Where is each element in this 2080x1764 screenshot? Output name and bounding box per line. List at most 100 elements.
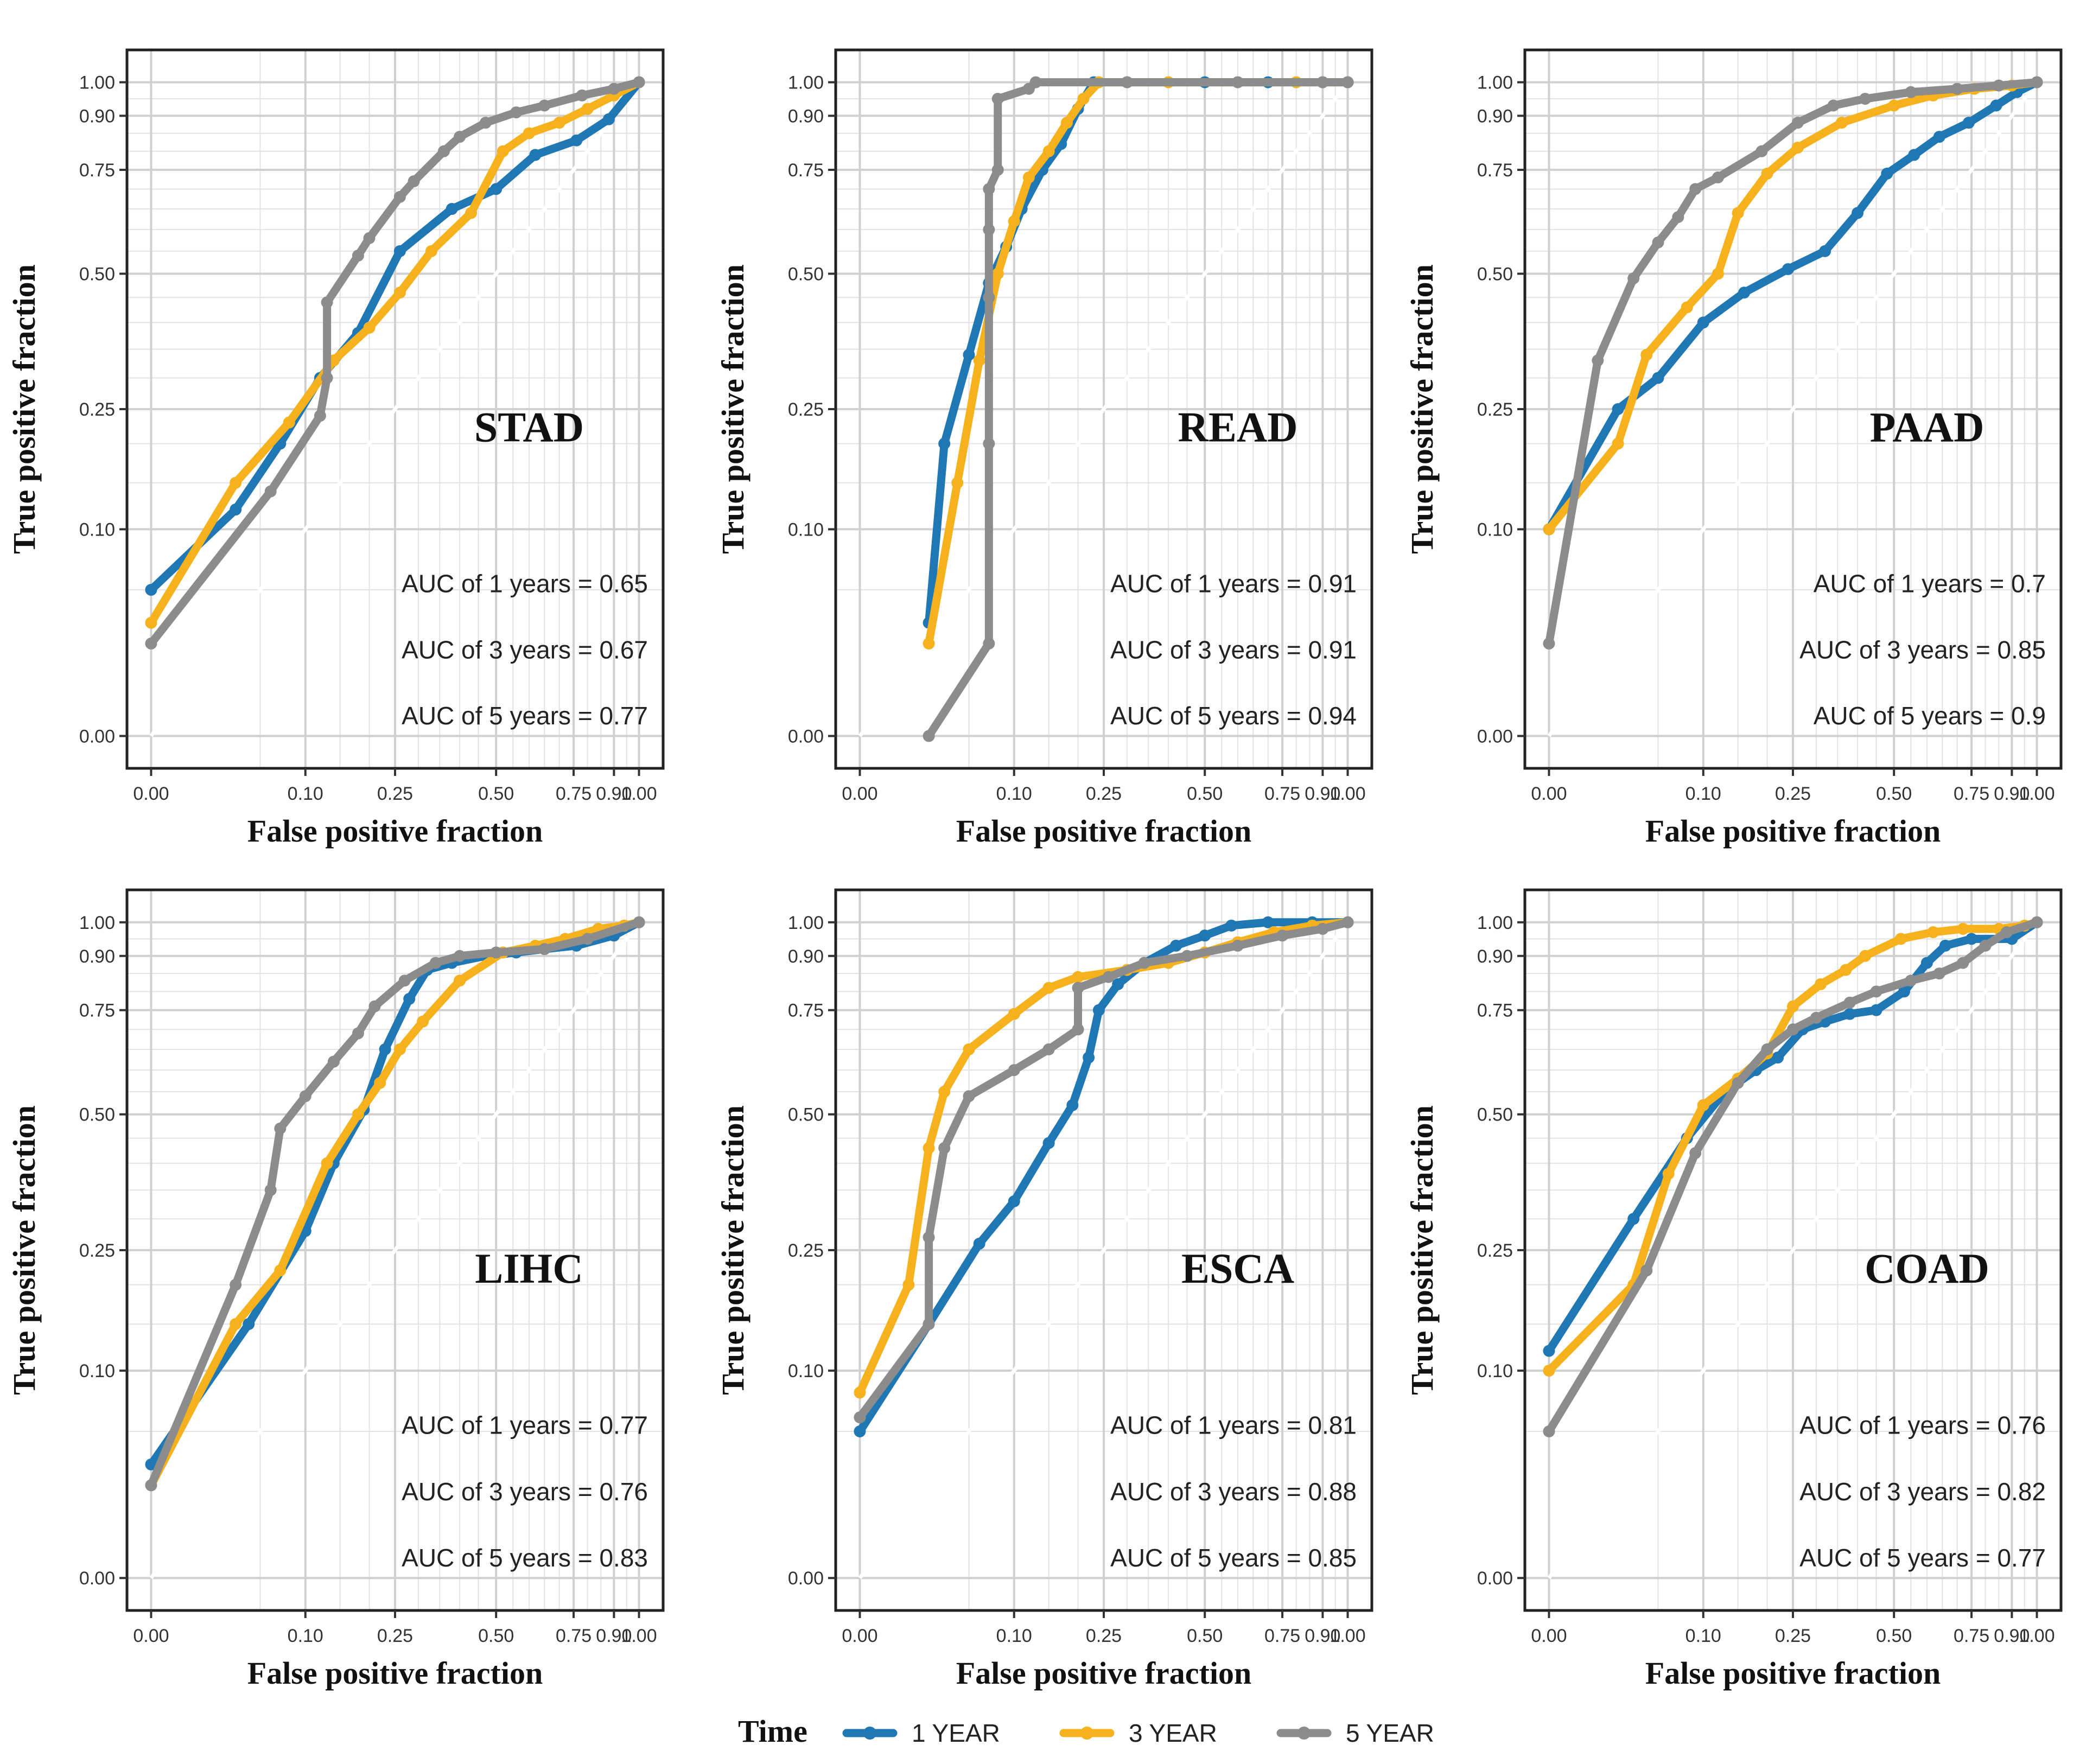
y-tick-label: 0.00: [79, 726, 115, 747]
x-tick-label: 1.00: [2019, 784, 2054, 804]
roc-point: [1083, 1052, 1095, 1064]
series-5-year: [1543, 76, 2043, 650]
roc-point: [938, 1086, 951, 1098]
roc-point: [1181, 950, 1193, 962]
roc-point: [274, 1122, 287, 1135]
roc-point: [1689, 183, 1702, 195]
roc-point: [1640, 1264, 1653, 1277]
y-tick-label: 0.90: [788, 106, 824, 126]
roc-point: [1066, 1099, 1079, 1111]
x-tick-label: 1.00: [621, 1626, 657, 1646]
roc-point: [1761, 1043, 1773, 1055]
x-tick-label: 1.00: [621, 784, 657, 804]
roc-point: [963, 1090, 975, 1103]
roc-point: [854, 1386, 866, 1399]
x-tick-label: 0.25: [1086, 1626, 1122, 1646]
roc-point: [321, 1157, 333, 1169]
roc-point: [264, 485, 277, 498]
y-tick-label: 0.75: [788, 1001, 824, 1021]
roc-point: [602, 113, 615, 125]
roc-point: [1787, 1023, 1799, 1036]
roc-point: [490, 183, 502, 195]
x-tick-label: 0.00: [1531, 784, 1567, 804]
roc-point: [1898, 985, 1910, 998]
roc-point: [230, 476, 242, 489]
auc-annotation: AUC of 1 years = 0.81: [1110, 1411, 1357, 1440]
roc-point: [2031, 916, 2043, 928]
roc-point: [1732, 1077, 1744, 1089]
roc-point: [529, 149, 542, 161]
auc-annotation: AUC of 1 years = 0.76: [1799, 1411, 2046, 1440]
roc-point: [1772, 1052, 1784, 1064]
roc-point: [314, 410, 326, 422]
roc-point: [1933, 967, 1945, 980]
x-tick-label: 0.10: [288, 784, 323, 804]
roc-point: [1652, 372, 1664, 384]
x-tick-label: 0.25: [1775, 784, 1811, 804]
roc-point: [1072, 1023, 1084, 1036]
roc-point: [145, 638, 157, 650]
auc-annotation: AUC of 5 years = 0.94: [1110, 702, 1357, 730]
series-5-year: [145, 916, 645, 1492]
roc-point: [1231, 76, 1244, 88]
roc-point: [576, 89, 588, 101]
x-tick-label: 1.00: [1330, 1626, 1365, 1646]
x-tick-label: 0.50: [1187, 784, 1223, 804]
roc-point: [1612, 403, 1624, 415]
roc-point: [1543, 1345, 1555, 1357]
y-tick-label: 0.10: [79, 1361, 115, 1381]
y-axis-title: True positive fraction: [715, 264, 750, 554]
legend-item-1-year: 1 YEAR: [842, 1719, 1000, 1747]
roc-point: [1888, 99, 1900, 112]
roc-point: [321, 372, 333, 384]
y-tick-label: 0.90: [79, 946, 115, 967]
roc-curve-line: [855, 918, 1352, 1436]
auc-annotation: AUC of 5 years = 0.9: [1814, 702, 2046, 730]
x-axis-title: False positive fraction: [1645, 813, 1941, 849]
roc-point: [1859, 950, 1872, 962]
x-tick-label: 0.90: [1305, 784, 1340, 804]
panel-title: COAD: [1865, 1245, 1989, 1292]
roc-point: [854, 1411, 866, 1424]
roc-point: [1170, 939, 1182, 952]
roc-point: [352, 1108, 364, 1120]
roc-point: [1072, 971, 1084, 983]
diagonal-reference-line: [149, 81, 641, 737]
roc-point: [1951, 82, 1963, 95]
y-tick-label: 0.25: [1477, 1240, 1513, 1261]
roc-point: [1738, 286, 1751, 299]
roc-point: [1905, 86, 1917, 98]
auc-annotation: AUC of 1 years = 0.91: [1110, 570, 1357, 598]
roc-point: [1138, 957, 1150, 969]
roc-point: [274, 1264, 287, 1277]
x-axis-title: False positive fraction: [956, 1655, 1251, 1691]
x-tick-label: 1.00: [1330, 784, 1365, 804]
roc-point: [454, 131, 466, 143]
roc-point: [1042, 1137, 1055, 1149]
y-tick-label: 0.10: [788, 1361, 824, 1381]
roc-point: [1592, 354, 1604, 367]
y-axis-title: True positive fraction: [715, 1105, 750, 1395]
roc-point: [553, 117, 565, 129]
roc-point: [973, 1238, 985, 1250]
legend-item-5-year: 5 YEAR: [1276, 1719, 1434, 1747]
x-tick-label: 0.75: [1954, 784, 1989, 804]
roc-point: [230, 1318, 242, 1330]
roc-point: [1112, 978, 1124, 990]
roc-point: [1199, 929, 1211, 942]
roc-point: [1008, 1064, 1020, 1077]
roc-point: [1859, 93, 1872, 105]
roc-point: [991, 163, 1004, 176]
roc-point: [1835, 117, 1848, 129]
roc-point: [923, 1142, 935, 1154]
roc-point: [145, 1458, 157, 1470]
roc-point: [490, 946, 502, 959]
roc-point: [497, 145, 509, 157]
roc-point: [243, 1318, 255, 1330]
roc-point: [393, 286, 406, 299]
roc-point: [352, 1027, 364, 1040]
auc-annotation: AUC of 3 years = 0.76: [402, 1478, 648, 1506]
roc-point: [991, 268, 1004, 280]
y-tick-label: 0.90: [1477, 946, 1513, 967]
